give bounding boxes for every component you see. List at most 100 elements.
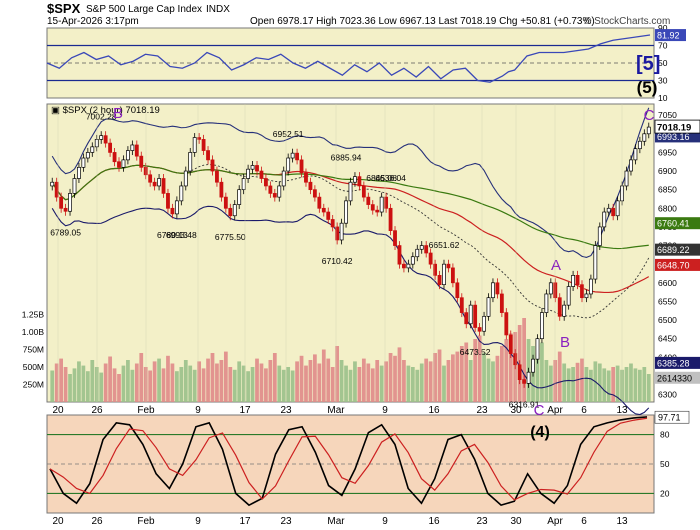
- candle-body: [388, 207, 393, 232]
- price-annotation-label: 6651.62: [429, 240, 460, 250]
- volume-bar: [130, 369, 135, 402]
- volume-bar: [553, 360, 558, 402]
- candle-body: [410, 256, 415, 265]
- wave-label-b: B: [560, 334, 570, 351]
- candle-body: [192, 137, 197, 153]
- volume-bar: [183, 360, 188, 402]
- candle-body: [637, 140, 642, 150]
- candle-body: [482, 315, 486, 332]
- volume-bar: [575, 362, 580, 402]
- candle-body: [139, 155, 144, 168]
- candle-body: [375, 209, 380, 213]
- candle-body: [424, 245, 429, 254]
- wave-label-c-top: C: [644, 107, 655, 124]
- candle-body: [250, 165, 255, 170]
- price-right-label: 6648.70: [657, 260, 690, 270]
- volume-bar: [629, 363, 633, 402]
- candle-body: [299, 159, 304, 174]
- volume-bar: [161, 368, 166, 402]
- header-copyright: © StockCharts.com: [584, 16, 671, 27]
- volume-bar: [148, 370, 153, 402]
- stoch-x-label: Apr: [547, 516, 563, 527]
- rsi-line: [46, 34, 651, 83]
- header-datetime: 15-Apr-2026 3:17pm: [47, 16, 139, 27]
- volume-bar: [219, 360, 224, 402]
- candle-body: [99, 135, 104, 140]
- stoch-x-label: Feb: [137, 516, 155, 527]
- volume-bar: [237, 361, 242, 402]
- price-tick-label: 6550: [658, 296, 677, 306]
- price-right-label-box: [655, 356, 700, 369]
- volume-bar: [584, 367, 589, 402]
- volume-bar: [504, 339, 509, 402]
- candle-body: [415, 248, 420, 258]
- volume-bar: [197, 361, 202, 402]
- rsi-tick-label: 90: [658, 23, 668, 33]
- volume-bar: [580, 358, 584, 402]
- volume-bar: [108, 356, 112, 402]
- volume-bar: [228, 367, 233, 402]
- price-annotation-label: 6780.13: [157, 230, 188, 240]
- candle-body: [361, 185, 366, 198]
- volume-bar: [157, 358, 161, 402]
- volume-bar: [455, 351, 460, 402]
- candle-body: [206, 150, 210, 161]
- candle-body: [54, 181, 59, 198]
- candle-body: [606, 207, 611, 213]
- volume-bar: [361, 358, 366, 402]
- header-quote: Open 6978.17 High 7023.36 Low 6967.13 La…: [250, 16, 595, 27]
- candle-body: [499, 293, 504, 313]
- candle-body: [517, 364, 522, 380]
- stoch-wave-label: (4): [530, 424, 550, 441]
- price-right-label: 6689.22: [657, 245, 690, 255]
- candle-body: [384, 196, 389, 209]
- candle-body: [508, 334, 513, 354]
- candle-body: [357, 176, 362, 187]
- candle-body: [379, 196, 384, 213]
- price-x-label: Feb: [137, 405, 155, 416]
- candle-body: [540, 312, 544, 340]
- candle-body: [148, 174, 153, 183]
- volume-bar: [175, 371, 179, 402]
- volume-bar: [491, 361, 495, 402]
- price-annotation-label: 7002.28: [86, 112, 117, 122]
- volume-bar: [642, 367, 647, 402]
- volume-bar: [317, 363, 322, 402]
- candle-body: [77, 166, 81, 179]
- candle-body: [495, 282, 500, 295]
- price-right-label-box: [655, 243, 700, 256]
- price-x-label: 23: [280, 405, 292, 416]
- wave-label-b-top: B: [113, 105, 123, 122]
- volume-bar: [94, 367, 99, 402]
- candle-body: [433, 263, 437, 276]
- volume-bar: [410, 367, 415, 402]
- volume-bar: [606, 370, 611, 402]
- price-tick-label: 6850: [658, 185, 677, 195]
- volume-bar: [486, 358, 491, 402]
- candle-body: [486, 297, 491, 317]
- candle-body: [339, 222, 344, 241]
- volume-tick-label: 1.25B: [22, 310, 45, 320]
- candle-body: [526, 371, 531, 384]
- volume-bar: [357, 367, 362, 402]
- candle-body: [108, 142, 113, 153]
- candle-body: [308, 181, 313, 191]
- stoch-tick-label: 50: [660, 459, 670, 469]
- volume-bar: [370, 368, 375, 402]
- price-x-label: 30: [510, 405, 522, 416]
- price-annotation-label: 6636.04: [375, 173, 406, 183]
- rsi-tick-label: 50: [658, 58, 668, 68]
- volume-bar: [615, 365, 620, 402]
- candle-body: [304, 172, 308, 183]
- price-annotation-label: 6316.91: [509, 399, 540, 409]
- volume-bar: [339, 360, 344, 402]
- price-tick-label: 6450: [658, 334, 677, 344]
- candle-body: [344, 200, 348, 224]
- candle-body: [553, 282, 558, 299]
- volume-bar: [402, 360, 406, 402]
- candle-body: [232, 204, 237, 217]
- volume-bar: [308, 360, 313, 402]
- candle-body: [259, 170, 264, 179]
- volume-bar: [393, 355, 397, 402]
- price-x-label: 6: [581, 405, 587, 416]
